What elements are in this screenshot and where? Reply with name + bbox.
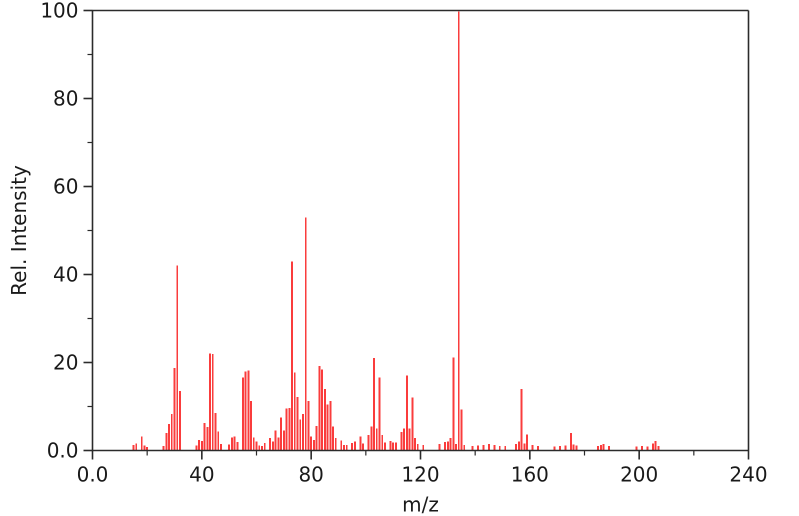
x-tick-label: 40 (189, 463, 214, 487)
x-tick-label: 120 (401, 463, 439, 487)
x-tick-label: 0.0 (77, 463, 109, 487)
y-axis-title: Rel. Intensity (7, 165, 31, 296)
y-tick-label: 20 (53, 351, 78, 375)
y-tick-label: 0.0 (47, 439, 79, 463)
axis-labels: 0.0 20 40 60 80 100 0.0 40 80 120 160 200 240 m/z Rel.… (7, 0, 768, 516)
peak-series (132, 11, 660, 451)
x-tick-label: 240 (729, 463, 767, 487)
x-tick-label: 200 (620, 463, 658, 487)
y-tick-label: 60 (53, 175, 78, 199)
y-tick-label: 100 (40, 0, 78, 23)
y-tick-label: 40 (53, 263, 78, 287)
x-tick-label: 80 (298, 463, 323, 487)
x-tick-label: 160 (511, 463, 549, 487)
x-axis-title: m/z (402, 493, 439, 516)
axes (83, 9, 750, 460)
y-tick-label: 80 (53, 87, 78, 111)
